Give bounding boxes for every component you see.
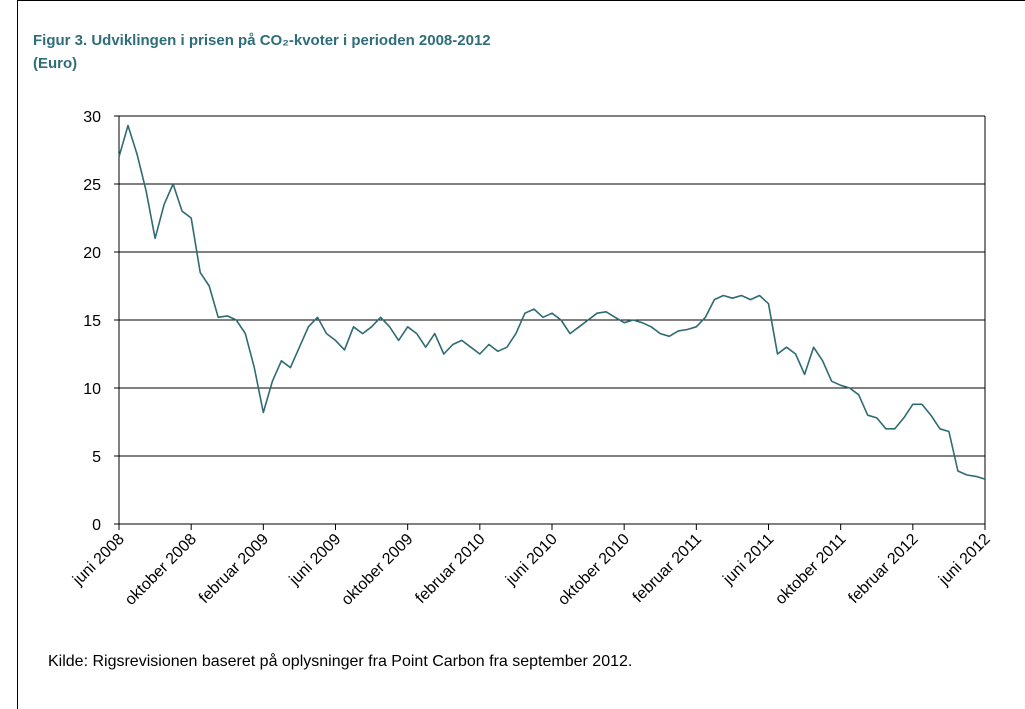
y-tick-label: 5	[92, 449, 101, 466]
x-tick-label: juni 2012	[935, 531, 994, 590]
x-tick-label: oktober 2009	[338, 531, 416, 609]
x-tick-label: februar 2009	[196, 531, 272, 607]
x-tick-label: februar 2012	[845, 531, 921, 607]
frame	[17, 0, 1025, 709]
price-line	[118, 124, 986, 480]
x-tick-label: februar 2011	[630, 531, 705, 606]
source-note: Kilde: Rigsrevisionen baseret på oplysni…	[48, 652, 632, 670]
y-tick-label: 25	[83, 177, 101, 194]
x-tick-label: juni 2011	[720, 531, 778, 589]
y-tick-label: 15	[83, 313, 101, 330]
chart-subtitle: (Euro)	[33, 55, 77, 72]
x-tick-label: oktober 2010	[555, 531, 633, 609]
chart-title: Figur 3. Udviklingen i prisen på CO₂-kvo…	[33, 32, 491, 49]
x-tick-label: oktober 2011	[772, 531, 849, 608]
y-tick-label: 30	[83, 109, 101, 126]
x-tick-label: juni 2009	[286, 531, 345, 590]
y-tick-label: 0	[92, 517, 101, 534]
x-tick-label: juni 2010	[502, 531, 561, 590]
y-tick-label: 10	[83, 381, 101, 398]
x-tick-label: oktober 2008	[122, 531, 200, 609]
x-tick-label: juni 2008	[69, 531, 128, 590]
x-tick-label: februar 2010	[412, 531, 488, 607]
y-tick-label: 20	[83, 245, 101, 262]
